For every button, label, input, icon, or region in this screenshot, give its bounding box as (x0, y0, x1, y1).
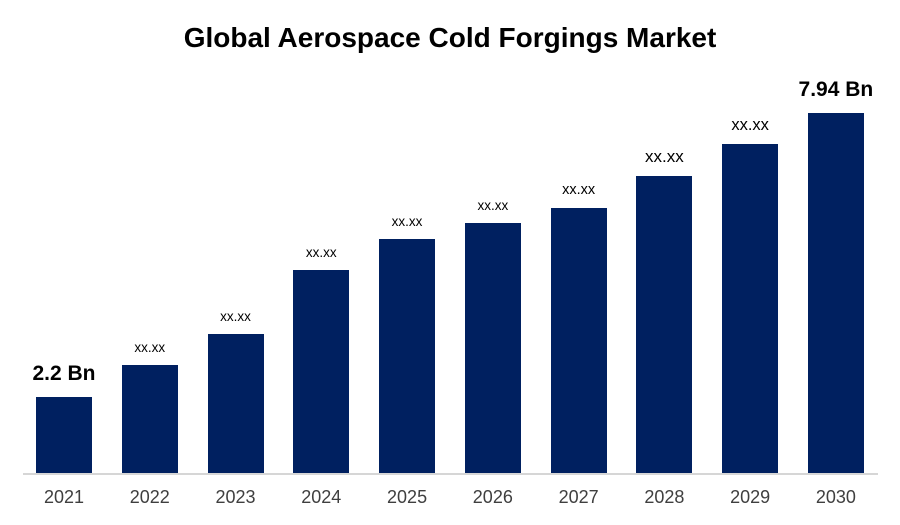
x-axis-label: 2024 (301, 487, 342, 507)
bar-column: 2.2 Bn (32, 363, 96, 474)
bar-value-label: 7.94 Bn (798, 78, 874, 101)
x-axis-label: 2027 (558, 487, 599, 507)
bar-column: xx.xx (121, 339, 178, 474)
bar-2025 (379, 239, 436, 474)
bar-column: xx.xx (550, 181, 607, 474)
x-axis-label: 2023 (215, 487, 256, 507)
chart-title: Global Aerospace Cold Forgings Market (183, 22, 717, 53)
bar-value-label: xx.xx (477, 197, 509, 213)
bar-value-label: xx.xx (731, 115, 769, 134)
bar-column: xx.xx (379, 213, 436, 474)
bar-2027 (550, 208, 607, 474)
x-axis-label: 2022 (129, 487, 170, 507)
x-axis-label: 2026 (472, 487, 513, 507)
bar-column: xx.xx (636, 147, 693, 474)
x-axis-label: 2028 (644, 487, 685, 507)
plot-area: 2.2 Bn xx.xx xx.xx xx.xx xx.xx xx.xx xx.… (32, 0, 873, 474)
bar-column: 7.94 Bn (799, 79, 873, 474)
bar-2022 (121, 365, 178, 474)
bar-value-label: xx.xx (644, 147, 684, 166)
bar-2024 (293, 270, 350, 474)
bar-value-label: 2.2 Bn (32, 362, 96, 385)
bar-2030 (807, 113, 864, 474)
x-axis-line (23, 473, 878, 475)
bar-2021 (36, 397, 92, 474)
bar-2026 (464, 223, 521, 474)
bar-value-label: xx.xx (305, 244, 337, 260)
bar-column: xx.xx (207, 308, 264, 474)
bar-2028 (636, 176, 693, 474)
bar-value-label: xx.xx (391, 213, 423, 229)
bar-column: xx.xx (464, 197, 521, 474)
bar-column: xx.xx (722, 115, 779, 474)
bar-value-label: xx.xx (134, 339, 166, 355)
x-axis-label: 2029 (730, 487, 771, 507)
bar-2029 (722, 144, 779, 474)
x-axis-label: 2030 (815, 487, 856, 507)
x-axis-labels: 2021 2022 2023 2024 2025 2026 2027 2028 … (36, 487, 864, 508)
bar-column: xx.xx (293, 244, 350, 474)
x-axis-label: 2025 (387, 487, 428, 507)
bar-value-label: xx.xx (220, 308, 251, 324)
bar-2023 (207, 334, 264, 474)
bar-value-label: xx.xx (562, 181, 596, 198)
x-axis-label: 2021 (43, 487, 85, 507)
